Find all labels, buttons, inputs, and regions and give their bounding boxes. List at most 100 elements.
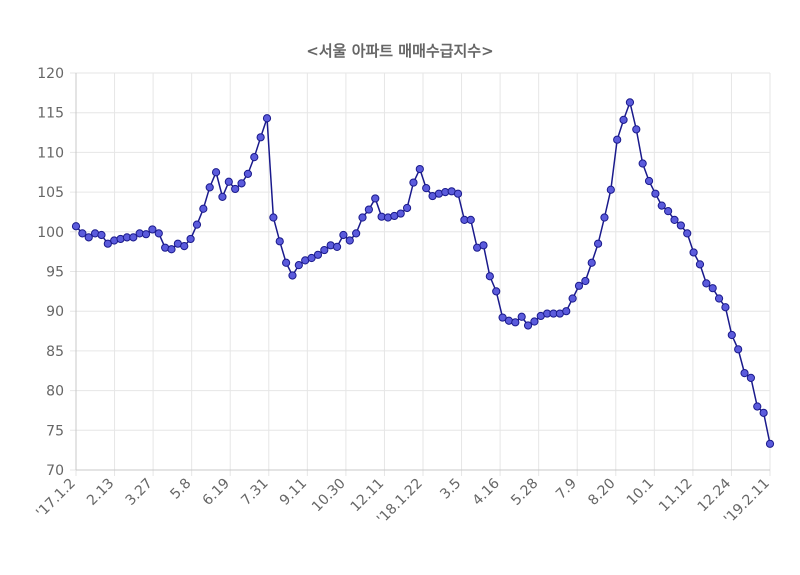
data-point [211,168,221,177]
data-point [759,408,768,417]
data-point [256,133,265,142]
axes [75,73,770,471]
x-tick-label: 3.5 [437,476,464,503]
data-point [269,213,278,222]
data-point [345,236,354,245]
data-point [517,312,526,321]
data-point [422,184,431,193]
data-point [262,114,272,123]
y-tick-label: 70 [46,463,64,479]
data-point [141,230,151,239]
data-point [396,209,405,218]
data-point [632,125,641,134]
data-point [593,239,603,248]
data-point [689,248,698,257]
data-point [727,330,736,340]
data-point [466,215,475,224]
data-point [231,184,240,194]
data-point [619,115,628,124]
data-point [237,179,246,188]
y-tick-label: 75 [46,423,64,439]
data-point [657,201,666,210]
data-point [97,230,106,240]
chart-title: <서울 아파트 매매수급지수> [306,42,493,60]
data-point [511,318,520,327]
y-tick-label: 105 [37,185,64,201]
y-tick-label: 120 [37,66,64,82]
data-point [530,317,539,326]
x-tick-label: 2.13 [84,476,117,509]
x-tick-label: 6.19 [200,476,233,509]
x-tick-label: 7.9 [553,476,580,503]
data-point [409,178,418,187]
x-tick-label: '17.1.2 [33,476,79,522]
data-point [415,164,424,174]
data-point [78,229,87,238]
x-tick-label: 5.28 [508,476,541,509]
data-point [275,237,284,246]
y-tick-label: 115 [37,106,64,122]
data-point [243,169,253,178]
data-point [402,203,412,213]
data-point [670,215,679,224]
data-point [746,373,756,382]
data-point [695,260,705,269]
y-tick-label: 100 [37,225,64,241]
data-point [644,176,654,186]
data-point [753,402,762,411]
y-axis-tick-labels: 70 75 80 85 90 95 100 105 110 115 120 [37,66,64,479]
data-point [638,159,647,168]
data-point [364,205,373,214]
y-tick-label: 95 [46,265,64,281]
data-point [664,207,673,216]
x-tick-label: 9.11 [277,476,310,509]
data-point [154,229,163,238]
data-point [129,233,138,242]
data-point [167,245,176,254]
x-tick-label: 8.20 [585,476,618,509]
data-point [358,213,367,222]
data-point [581,276,590,286]
data-point [148,225,157,234]
data-point [562,307,571,316]
data-point [714,294,724,303]
data-point [218,192,227,201]
data-points [71,98,775,448]
data-point [224,177,233,186]
data-point [352,229,361,238]
data-point [600,213,609,222]
y-tick-label: 90 [46,304,64,320]
data-point [320,245,329,255]
data-point [613,135,622,144]
data-point [606,185,615,194]
data-point [492,287,501,296]
data-point [587,258,596,267]
data-point [568,294,577,303]
data-point [721,303,730,312]
y-tick-label: 110 [37,145,64,161]
x-tick-label: 10.1 [624,476,657,509]
data-point [479,241,488,250]
data-point [332,242,342,251]
data-point [734,345,743,354]
y-tick-label: 85 [46,344,64,360]
y-tick-label: 80 [46,384,64,400]
x-tick-label: 3.27 [123,476,156,509]
data-point [708,284,717,293]
data-point [186,234,195,244]
data-point [702,279,711,288]
x-tick-label: 10.30 [309,476,349,516]
data-point [453,189,463,198]
data-point [192,220,202,229]
data-point [523,321,533,330]
data-point [313,250,323,259]
x-axis-tick-labels: '17.1.2 2.13 3.27 5.8 6.19 7.31 9.1110.3012.11… [33,475,773,527]
grid [70,72,771,476]
data-point [282,258,291,267]
data-point [765,439,775,448]
data-point [625,98,635,107]
data-point [651,189,660,198]
data-point [288,271,297,280]
data-point [676,221,685,230]
